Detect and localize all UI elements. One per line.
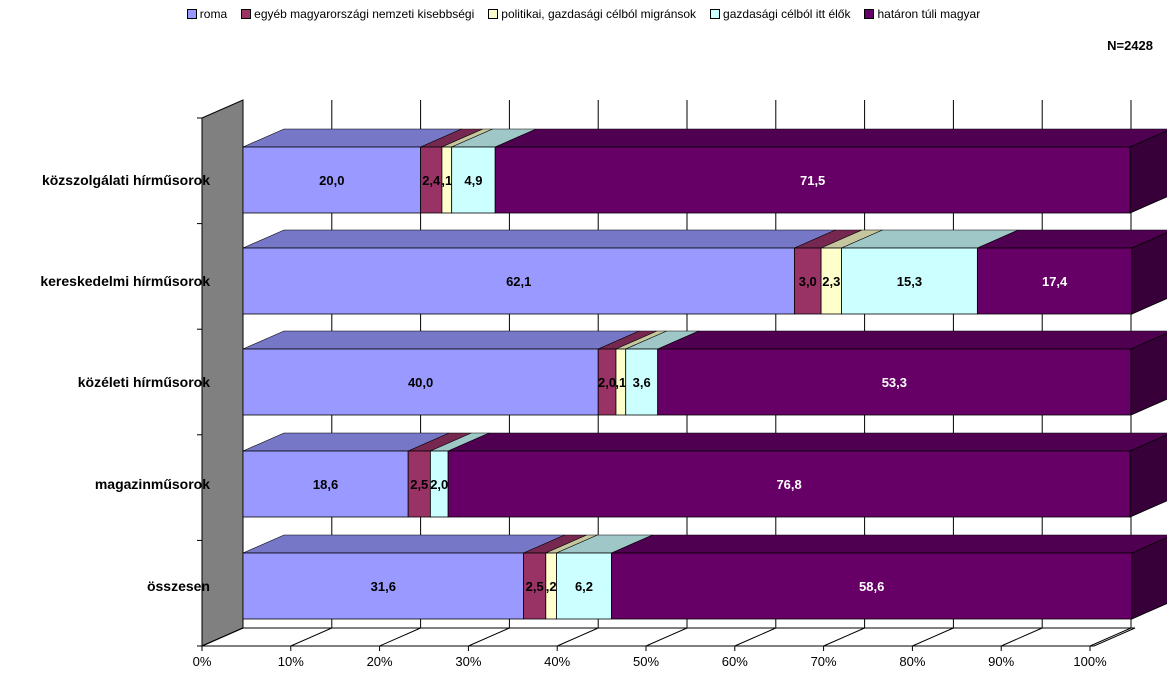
x-tick-label-9: 90% (988, 654, 1014, 669)
legend-swatch-2 (488, 9, 499, 19)
bar-top-3-4 (448, 432, 1167, 452)
data-label-3-4: 76,8 (776, 477, 801, 492)
floor-line-4 (556, 627, 599, 647)
legend-label-4: határon túli magyar (877, 7, 981, 21)
x-tick-label-3: 30% (455, 654, 481, 669)
legend-swatch-3 (710, 9, 721, 19)
bar-top-0-4 (495, 128, 1167, 148)
floor-line-6 (734, 627, 777, 647)
bar-top-4-0 (242, 534, 565, 554)
bar-top-2-4 (657, 330, 1167, 350)
data-label-3-3: 2,0 (430, 477, 448, 492)
legend-label-0: roma (199, 7, 228, 21)
bar-end-2 (1130, 332, 1167, 416)
bar-1-4 (976, 247, 1133, 315)
floor-line-2 (379, 627, 421, 647)
legend-label-2: politikai, gazdasági célból migránsok (501, 7, 697, 21)
floor-line-5 (645, 627, 688, 647)
bar-end-1 (1131, 232, 1167, 315)
category-label-3: magazinműsorok (95, 476, 210, 492)
bar-0-0 (242, 146, 422, 214)
data-label-2-2: ,1 (615, 375, 626, 390)
data-label-0-3: 4,9 (464, 173, 482, 188)
floor-line-8 (912, 627, 954, 647)
x-tick-label-1: 10% (278, 654, 304, 669)
bar-1-0 (242, 247, 795, 315)
legend-swatch-1 (241, 9, 252, 19)
x-tick-label-7: 70% (811, 654, 837, 669)
floor-line-9 (1000, 627, 1043, 647)
data-label-1-2: 2,3 (822, 274, 840, 289)
category-label-2: közéleti hírműsorok (78, 374, 210, 390)
bar-0-4 (494, 146, 1131, 214)
data-label-4-4: 58,6 (859, 579, 884, 594)
data-label-4-0: 31,6 (371, 579, 396, 594)
data-label-1-0: 62,1 (506, 274, 531, 289)
x-tick-label-8: 80% (899, 654, 925, 669)
bar-end-0 (1129, 130, 1167, 214)
floor-line-7 (823, 627, 865, 647)
legend-swatch-0 (186, 9, 197, 19)
bar-2-0 (242, 348, 599, 416)
bar-top-4-4 (611, 534, 1167, 554)
bar-3-0 (242, 450, 409, 518)
data-label-2-0: 40,0 (408, 375, 433, 390)
floor-line-10 (1089, 627, 1132, 647)
category-label-0: közszolgálati hírműsorok (42, 172, 210, 188)
legend-item-0: roma (186, 4, 228, 24)
bar-end-4 (1131, 537, 1167, 620)
x-tick-label-4: 40% (544, 654, 570, 669)
x-tick-label-10: 100% (1073, 654, 1107, 669)
sample-size-note: N=2428 (1107, 38, 1153, 53)
category-label-4: összesen (147, 578, 210, 594)
data-label-4-2: ,2 (546, 579, 557, 594)
x-tick-label-5: 50% (633, 654, 659, 669)
legend-swatch-4 (864, 9, 875, 19)
bar-end-3 (1129, 434, 1167, 518)
data-label-1-3: 15,3 (897, 274, 922, 289)
data-label-2-1: 2,0 (598, 375, 616, 390)
legend-item-1: egyéb magyarországi nemzeti kisebbségi (241, 4, 474, 24)
legend-label-1: egyéb magyarországi nemzeti kisebbségi (254, 7, 475, 21)
data-label-1-4: 17,4 (1042, 274, 1068, 289)
data-label-0-2: ,1 (441, 173, 452, 188)
data-label-2-3: 3,6 (633, 375, 651, 390)
x-tick-label-0: 0% (193, 654, 212, 669)
data-label-3-1: 2,5 (410, 477, 428, 492)
category-label-1: kereskedelmi hírműsorok (40, 273, 210, 289)
legend-item-3: gazdasági célból itt élők (710, 4, 850, 24)
floor-line-3 (468, 627, 510, 647)
bar-4-4 (611, 552, 1133, 620)
legend: roma egyéb magyarországi nemzeti kisebbsé… (0, 4, 1167, 24)
x-tick-label-2: 20% (367, 654, 393, 669)
bar-4-0 (242, 552, 525, 620)
floor-line-0 (201, 627, 244, 647)
bar-top-2-0 (242, 330, 640, 350)
data-label-4-3: 6,2 (575, 579, 593, 594)
data-label-3-0: 18,6 (313, 477, 338, 492)
data-label-0-1: 2,4 (422, 173, 441, 188)
data-label-2-4: 53,3 (882, 375, 907, 390)
floor-line-1 (290, 627, 333, 647)
data-label-1-1: 3,0 (799, 274, 817, 289)
data-label-0-4: 71,5 (800, 173, 825, 188)
legend-item-4: határon túli magyar (864, 4, 980, 24)
bar-3-4 (447, 450, 1131, 518)
data-label-4-1: 2,5 (526, 579, 544, 594)
bar-top-1-0 (242, 229, 836, 249)
data-label-0-0: 20,0 (319, 173, 344, 188)
legend-label-3: gazdasági célból itt élők (723, 7, 851, 21)
bar-0-3 (451, 146, 496, 214)
legend-item-2: politikai, gazdasági célból migránsok (488, 4, 696, 24)
chart-floor (201, 627, 1136, 647)
x-tick-label-6: 60% (722, 654, 748, 669)
